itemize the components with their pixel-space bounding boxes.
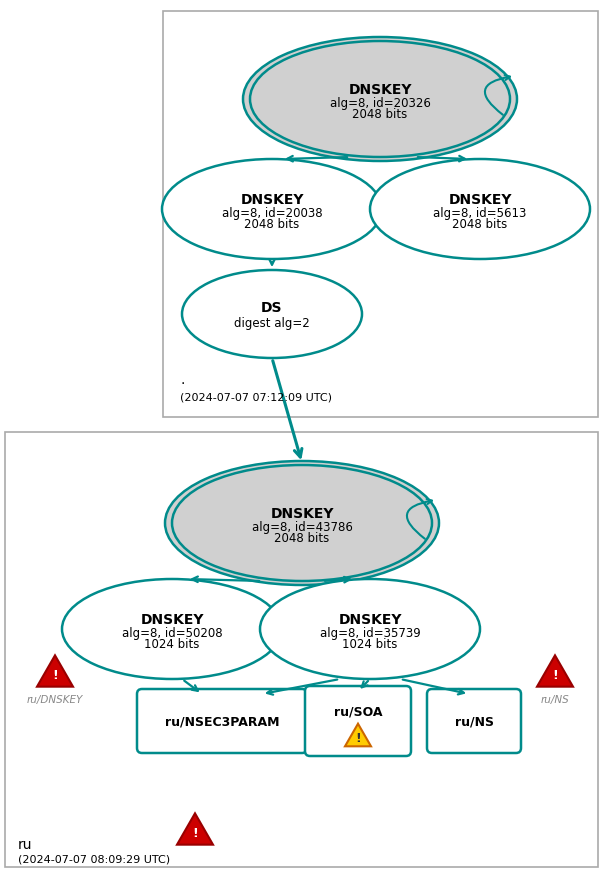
Ellipse shape bbox=[172, 466, 432, 581]
Ellipse shape bbox=[162, 160, 382, 260]
Text: alg=8, id=20038: alg=8, id=20038 bbox=[221, 206, 322, 219]
Polygon shape bbox=[537, 656, 573, 687]
Text: DNSKEY: DNSKEY bbox=[338, 612, 402, 626]
Ellipse shape bbox=[182, 271, 362, 359]
Text: !: ! bbox=[52, 668, 58, 681]
Ellipse shape bbox=[250, 42, 510, 158]
Text: 1024 bits: 1024 bits bbox=[342, 638, 397, 651]
Text: 2048 bits: 2048 bits bbox=[275, 531, 330, 545]
Text: DNSKEY: DNSKEY bbox=[240, 193, 304, 207]
Text: DNSKEY: DNSKEY bbox=[448, 193, 512, 207]
Polygon shape bbox=[345, 724, 371, 746]
Text: alg=8, id=50208: alg=8, id=50208 bbox=[122, 626, 222, 638]
Text: (2024-07-07 07:12:09 UTC): (2024-07-07 07:12:09 UTC) bbox=[180, 391, 332, 402]
Text: DNSKEY: DNSKEY bbox=[270, 506, 334, 520]
Text: 2048 bits: 2048 bits bbox=[453, 218, 508, 232]
Ellipse shape bbox=[165, 461, 439, 585]
Text: !: ! bbox=[192, 826, 198, 839]
Text: ru/NS: ru/NS bbox=[454, 715, 494, 728]
Ellipse shape bbox=[260, 580, 480, 679]
Text: ru/SOA: ru/SOA bbox=[334, 705, 382, 717]
FancyBboxPatch shape bbox=[427, 689, 521, 753]
Ellipse shape bbox=[243, 38, 517, 162]
FancyBboxPatch shape bbox=[163, 12, 598, 417]
Polygon shape bbox=[37, 656, 73, 687]
Text: alg=8, id=43786: alg=8, id=43786 bbox=[252, 520, 353, 533]
Text: 2048 bits: 2048 bits bbox=[352, 109, 408, 121]
Text: DS: DS bbox=[261, 301, 283, 315]
Text: alg=8, id=35739: alg=8, id=35739 bbox=[319, 626, 420, 638]
Text: ru: ru bbox=[18, 837, 33, 851]
Ellipse shape bbox=[62, 580, 282, 679]
Text: !: ! bbox=[552, 668, 558, 681]
Text: DNSKEY: DNSKEY bbox=[140, 612, 204, 626]
Text: .: . bbox=[180, 373, 185, 387]
Ellipse shape bbox=[370, 160, 590, 260]
Text: (2024-07-07 08:09:29 UTC): (2024-07-07 08:09:29 UTC) bbox=[18, 854, 170, 864]
Text: alg=8, id=5613: alg=8, id=5613 bbox=[433, 206, 527, 219]
Text: DNSKEY: DNSKEY bbox=[348, 83, 412, 96]
Text: ru/DNSKEY: ru/DNSKEY bbox=[27, 695, 83, 704]
Text: ru/NS: ru/NS bbox=[541, 695, 569, 704]
Text: !: ! bbox=[355, 731, 361, 745]
Text: ru/NSEC3PARAM: ru/NSEC3PARAM bbox=[165, 715, 280, 728]
Text: alg=8, id=20326: alg=8, id=20326 bbox=[330, 96, 430, 110]
Text: 2048 bits: 2048 bits bbox=[244, 218, 299, 232]
Text: 1024 bits: 1024 bits bbox=[145, 638, 200, 651]
FancyBboxPatch shape bbox=[5, 432, 598, 867]
FancyBboxPatch shape bbox=[305, 686, 411, 756]
FancyBboxPatch shape bbox=[137, 689, 307, 753]
Text: digest alg=2: digest alg=2 bbox=[234, 317, 310, 330]
Polygon shape bbox=[177, 813, 213, 845]
